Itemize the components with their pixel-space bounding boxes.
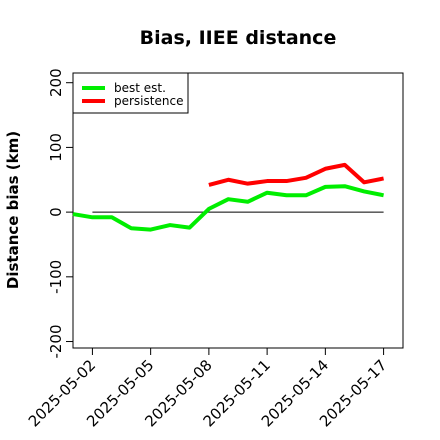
chart-title: Bias, IIEE distance (140, 27, 337, 49)
series-line-persistence (208, 162, 384, 187)
series-layer (72, 162, 384, 232)
y-axis: -200 -100 0 100 200 (47, 68, 73, 359)
plot-frame (72, 72, 404, 349)
y-tick-label: 200 (47, 68, 65, 97)
y-tick-label: 0 (47, 207, 65, 217)
y-tick-label: -100 (47, 260, 65, 294)
y-tick-label: -200 (47, 325, 65, 359)
legend-box (72, 72, 189, 114)
x-axis: 2025-05-022025-05-052025-05-082025-05-11… (25, 348, 390, 430)
y-tick-label: 100 (47, 133, 65, 162)
legend: best est. persistence (72, 72, 189, 114)
series-line-best-est (72, 184, 384, 232)
legend-label-best-est: best est. (114, 81, 166, 95)
y-axis-label: Distance bias (km) (4, 131, 22, 289)
legend-label-persistence: persistence (114, 94, 183, 108)
